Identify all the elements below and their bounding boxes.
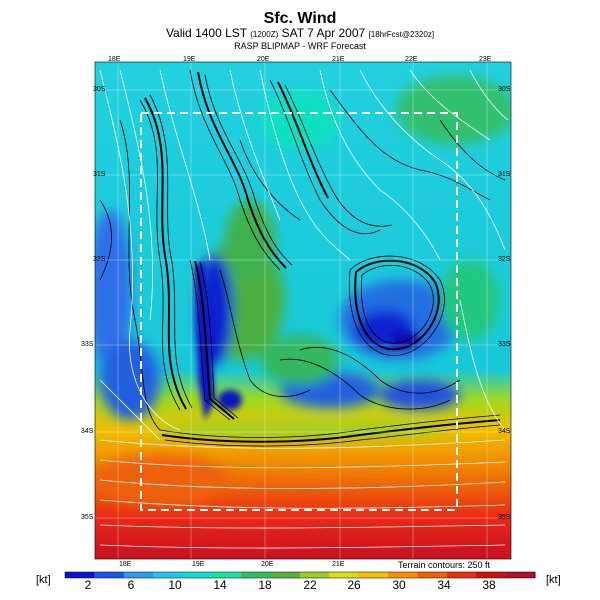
lon-label-bottom: 18E: [119, 561, 132, 568]
colorbar-unit-right: [kt]: [546, 574, 561, 586]
lon-label-bottom: 19E: [192, 561, 205, 568]
colorbar-tick-label: 10: [168, 578, 182, 592]
lat-label-right: 32S: [498, 256, 511, 263]
lat-label-right: 35S: [498, 514, 511, 521]
lon-label-top: 22E: [405, 56, 418, 63]
lon-label-top: 20E: [257, 56, 270, 63]
colorbar: [64, 571, 536, 579]
forecast-info: [18hrFcst@2320z]: [368, 30, 435, 39]
lat-label-left: 32S: [93, 256, 106, 263]
colorbar-tick-label: 2: [84, 578, 92, 592]
map-frame: [94, 61, 512, 560]
lon-label-top: 18E: [108, 56, 121, 63]
lat-label-left: 34S: [81, 428, 94, 435]
valid-time: Valid 1400 LST (1200Z) SAT 7 Apr 2007 [1…: [0, 26, 600, 40]
colorbar-unit-left: [kt]: [36, 574, 51, 586]
colorbar-tick-label: 6: [127, 578, 135, 592]
colorbar-tick-label: 26: [347, 578, 361, 592]
colorbar-swatch: [94, 572, 125, 578]
lat-label-left: 33S: [81, 341, 94, 348]
colorbar-tick-label: 34: [437, 578, 451, 592]
lon-label-top: 23E: [479, 56, 492, 63]
inner-domain-boundary: [140, 112, 458, 511]
colorbar-swatch: [300, 572, 330, 578]
lon-label-top: 21E: [332, 56, 345, 63]
colorbar-swatch: [446, 572, 477, 578]
colorbar-swatch: [329, 572, 360, 578]
lon-label-bottom: 21E: [332, 561, 345, 568]
source-label: RASP BLIPMAP - WRF Forecast: [234, 41, 366, 51]
colorbar-swatch: [476, 572, 507, 578]
lon-label-top: 19E: [183, 56, 196, 63]
colorbar-swatch: [182, 572, 213, 578]
lat-lon-grid: [95, 62, 511, 559]
valid-lst: Valid 1400 LST: [165, 26, 247, 40]
colorbar-outline: [64, 571, 536, 579]
colorbar-swatch: [505, 572, 536, 578]
terrain-contour-note: Terrain contours: 250 ft: [398, 560, 491, 570]
lat-label-left: 35S: [81, 514, 94, 521]
colorbar-swatch: [388, 572, 419, 578]
colorbar-swatch: [211, 572, 242, 578]
lat-label-left: 31S: [93, 171, 106, 178]
lat-label-right: 31S: [498, 171, 511, 178]
colorbar-swatch: [153, 572, 184, 578]
terrain-contours: [99, 69, 506, 447]
colorbar-swatch: [65, 572, 95, 578]
lat-label-right: 30S: [498, 86, 511, 93]
lat-label-left: 30S: [93, 86, 106, 93]
lat-label-right: 34S: [498, 428, 511, 435]
colorbar-tick-label: 38: [482, 578, 496, 592]
colorbar-swatch: [358, 572, 389, 578]
colorbar-tick-label: 30: [392, 578, 406, 592]
lon-label-bottom: 20E: [261, 561, 274, 568]
lat-label-right: 33S: [498, 341, 511, 348]
map-title: Sfc. Wind: [263, 10, 337, 27]
colorbar-swatch: [123, 572, 154, 578]
colorbar-swatch: [270, 572, 301, 578]
colorbar-tick-label: 14: [213, 578, 227, 592]
colorbar-swatch: [241, 572, 272, 578]
colorbar-swatch: [417, 572, 448, 578]
valid-date: SAT 7 Apr 2007: [281, 26, 366, 40]
streamlines: [99, 69, 509, 549]
colorbar-tick-label: 22: [303, 578, 317, 592]
valid-utc: (1200Z): [250, 30, 279, 39]
colorbar-tick-label: 18: [258, 578, 272, 592]
